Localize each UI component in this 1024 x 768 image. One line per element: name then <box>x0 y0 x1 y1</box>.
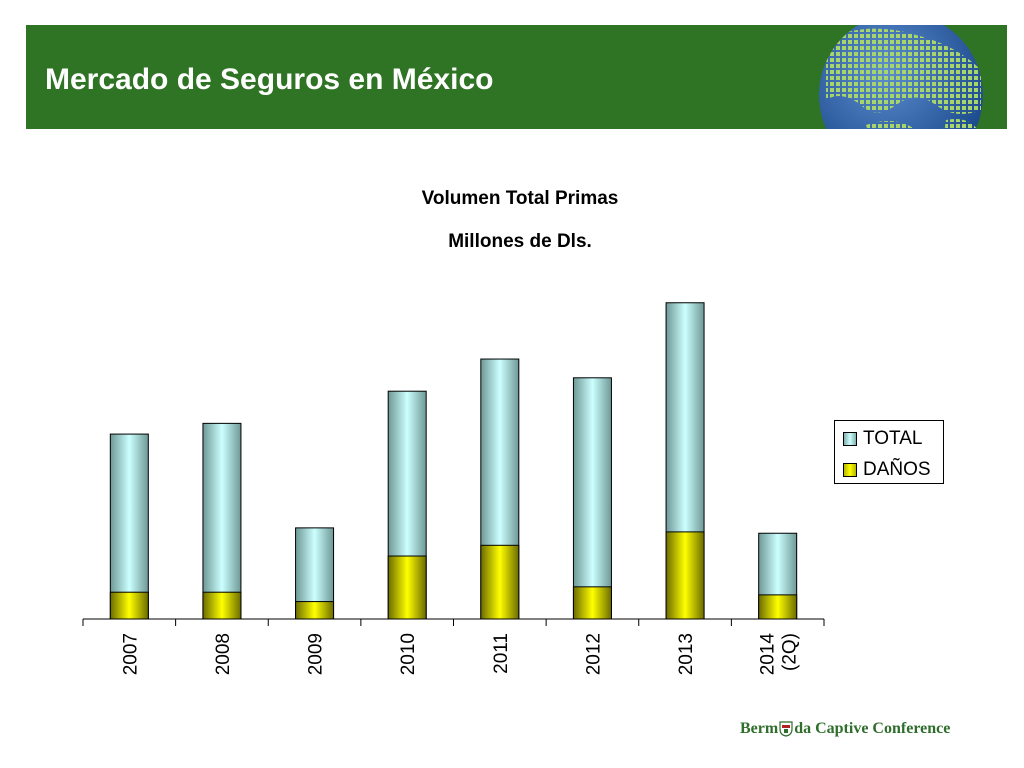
chart-legend: TOTAL DAÑOS <box>834 420 944 484</box>
bar-danos-2009 <box>295 601 335 620</box>
conference-logo: Berm da Captive Conference <box>740 720 950 738</box>
bar-total-2008 <box>202 422 242 620</box>
x-tick-label: 2014(2Q) <box>758 633 801 676</box>
globe-icon <box>819 25 983 129</box>
chart-title: Volumen Total Primas <box>421 188 619 209</box>
x-tick-label-group: 2011 <box>491 633 512 674</box>
legend-swatch-danos <box>843 463 857 477</box>
x-tick-label-group: 2007 <box>120 633 141 675</box>
x-tick-label: 2013 <box>676 633 697 675</box>
legend-swatch-total <box>843 432 857 446</box>
logo-text-left: Berm <box>740 720 779 737</box>
x-tick-label-group: 2009 <box>306 633 327 675</box>
bar-danos-2007 <box>109 591 149 620</box>
legend-label-danos: DAÑOS <box>863 459 931 480</box>
page-title: Mercado de Seguros en México <box>45 63 494 96</box>
bar-danos-2014-2Q- <box>758 594 798 620</box>
x-tick-label: 2007 <box>120 633 141 675</box>
x-tick-label-group: 2012 <box>583 633 604 675</box>
bar-danos-2008 <box>202 591 242 620</box>
x-tick-label-group: 2013 <box>676 633 697 675</box>
bar-danos-2010 <box>387 555 427 620</box>
x-tick-label: 2011 <box>491 633 512 674</box>
legend-item-total: TOTAL <box>843 428 922 450</box>
x-tick-label-group: 2008 <box>213 633 234 675</box>
x-tick-label: 2008 <box>213 633 234 675</box>
legend-item-danos: DAÑOS <box>843 459 931 481</box>
bar-total-2012 <box>572 377 612 620</box>
bar-total-2007 <box>109 433 149 620</box>
logo-text-right: da Captive Conference <box>794 720 951 737</box>
legend-label-total: TOTAL <box>863 428 923 449</box>
x-tick-label-group: 2014(2Q) <box>758 633 801 676</box>
crest-icon <box>779 721 793 737</box>
x-tick-label-group: 2010 <box>398 633 419 675</box>
x-tick-label: 2012 <box>583 633 604 675</box>
header-bar: Mercado de Seguros en México <box>26 25 1007 129</box>
bar-danos-2013 <box>665 531 705 620</box>
x-tick-label: 2009 <box>306 633 327 675</box>
bar-danos-2011 <box>480 544 520 620</box>
bar-danos-2012 <box>572 586 612 620</box>
x-tick-label: 2010 <box>398 633 419 675</box>
chart-subtitle: Millones de Dls. <box>448 231 592 252</box>
